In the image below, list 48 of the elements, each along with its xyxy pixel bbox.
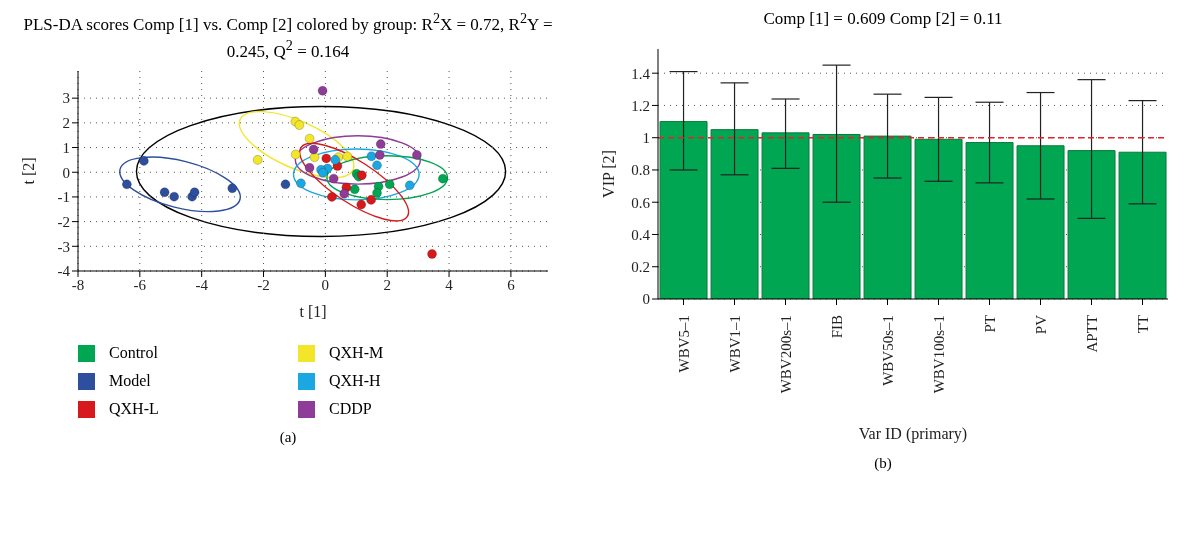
x-tick-label: 4 <box>445 276 454 293</box>
y-tick-label: 0.6 <box>631 194 651 211</box>
text: (b) <box>873 455 893 472</box>
x-axis-title: Var ID (primary) <box>858 425 968 443</box>
x-tick-label: WBV50s–1 <box>879 315 896 386</box>
x-tick-label: WBV100s–1 <box>930 315 947 394</box>
chart-title: PLS-DA scores Comp [1] vs. Comp [2] colored by group: R$^{2}$X = 0.72, R$^{2}$Y = 0.245, Q$^{2}$ = 0.164 <box>23 10 553 61</box>
legend-label: Control <box>108 343 159 364</box>
x-tick-label: TT <box>1134 315 1151 334</box>
y-tick-label: 2 <box>62 115 70 132</box>
legend-label: QXH-L <box>108 399 160 420</box>
y-axis-title: VIP [2] <box>599 150 617 198</box>
y-tick-label: 0 <box>642 291 650 308</box>
y-tick-label: 1 <box>642 130 650 147</box>
x-tick-label: 2 <box>383 276 391 293</box>
x-tick-label: WBV1–1 <box>726 315 743 373</box>
x-tick-label: -2 <box>257 276 270 293</box>
y-tick-label: 0.8 <box>631 162 650 179</box>
y-tick-label: 1.2 <box>631 97 650 114</box>
y-tick-label: 1 <box>62 140 70 157</box>
x-tick-label: -6 <box>133 276 147 293</box>
x-axis-title: t [1] <box>299 303 327 321</box>
text: (a) <box>278 429 298 447</box>
legend-label: Model <box>108 371 152 392</box>
y-tick-label: 3 <box>62 90 70 107</box>
x-tick-label: -4 <box>195 276 209 293</box>
y-tick-label: 0 <box>62 164 70 181</box>
x-tick-label: 6 <box>507 276 516 293</box>
y-tick-label: -4 <box>57 263 71 280</box>
y-tick-label: 0.4 <box>631 226 651 243</box>
legend-label: QXH-H <box>328 371 382 392</box>
y-tick-label: -2 <box>57 214 70 231</box>
chart-title: Comp [1] = 0.609 Comp [2] = 0.11 <box>762 8 1004 29</box>
legend-label: QXH-M <box>328 343 385 364</box>
legend-label: CDDP <box>328 399 373 420</box>
y-tick-label: -1 <box>57 189 70 206</box>
x-tick-label: FIB <box>828 315 845 339</box>
x-tick-label: PV <box>1032 314 1049 335</box>
x-tick-label: WBV5–1 <box>675 315 692 373</box>
y-tick-label: 1.4 <box>631 65 651 82</box>
y-tick-label: 0.2 <box>631 259 650 276</box>
x-tick-label: APTT <box>1083 315 1100 353</box>
x-tick-label: -8 <box>71 276 85 293</box>
y-tick-label: -3 <box>57 238 70 255</box>
x-tick-label: 0 <box>321 276 330 293</box>
y-axis-title: t [2] <box>19 157 37 185</box>
x-tick-label: WBV200s–1 <box>777 315 794 394</box>
x-tick-label: PT <box>981 315 998 333</box>
